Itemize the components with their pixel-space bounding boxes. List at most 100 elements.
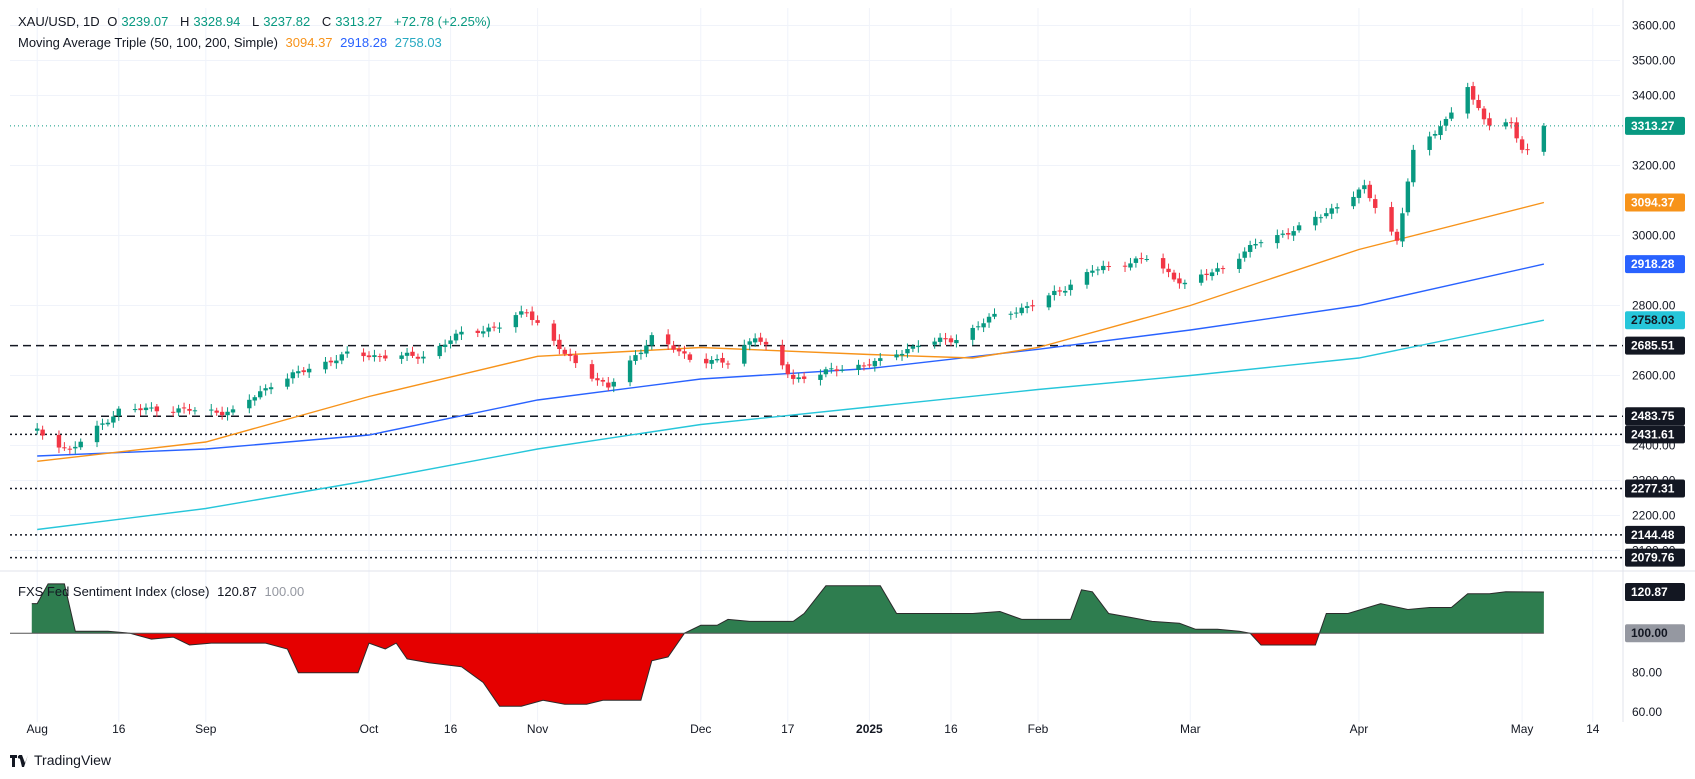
candle-body [263,388,268,391]
indicator-baseline-badge-bg [1625,624,1685,643]
candle-body [1465,87,1470,114]
candle-body [410,351,415,356]
candle-body [323,361,328,370]
candle-body [1220,268,1226,270]
candle-body [1068,284,1073,291]
candle-body [111,416,116,423]
last-price-badge-bg [1625,116,1685,135]
ma-value-badge-bg [1625,311,1685,330]
candle-body [627,360,633,383]
candle-body [1487,118,1492,126]
candle-body [56,434,62,448]
time-tick-label: Feb [1028,722,1049,736]
candle-body [943,338,948,340]
candle-body [535,320,540,323]
candle-body [524,312,529,314]
candle-body [1030,305,1035,307]
candle-body [1519,139,1525,150]
ma200-value: 2758.03 [394,35,442,50]
candle-body [78,441,83,448]
candle-body [491,326,497,328]
candle-body [372,355,377,357]
ma100-line [37,263,1545,457]
candle-body [829,368,834,370]
candle-body [383,355,388,359]
candle-body [1128,263,1133,268]
candle-body [1084,272,1090,285]
candle-body [301,370,306,373]
candle-body [1024,306,1030,308]
candle-body [268,387,274,390]
indicator-tick-label: 60.00 [1632,705,1662,719]
candle-body [1286,233,1291,235]
low-label: L [252,14,260,29]
time-tick-label: 14 [1586,722,1600,736]
candle-body [981,323,986,328]
candle-body [1324,213,1329,217]
candle-body [1182,282,1188,285]
price-tick-label: 2200.00 [1632,509,1676,523]
close-value: 3313.27 [335,14,383,29]
candle-body [1389,207,1394,232]
candle-body [328,360,334,363]
candle-body [105,422,111,425]
indicator-legend: FXS Fed Sentiment Index (close) 120.87 1… [18,584,308,599]
candle-body [366,355,372,358]
candle-body [1247,244,1253,252]
candle-body [1514,122,1519,139]
candle-body [872,360,878,367]
low-value: 3237.82 [263,14,311,29]
open-value: 3239.07 [121,14,169,29]
high-label: H [180,14,190,29]
candle-body [954,340,959,344]
candle-body [1144,259,1149,261]
candle-body [1253,243,1258,246]
candle-body [589,364,595,379]
candle-body [687,354,693,360]
candle-body [1171,272,1177,280]
candle-body [1318,217,1324,219]
candle-body [682,351,687,354]
time-tick-label: Aug [27,722,48,736]
candle-body [1476,99,1481,109]
candle-body [1503,122,1508,127]
candle-body [1258,242,1264,244]
sentiment-area-negative [129,633,1320,707]
candle-body [633,355,638,361]
candle-body [486,327,491,332]
candle-body [247,399,252,409]
candle-body [649,335,655,346]
price-level-badge: 2079.76 [1631,551,1675,565]
time-tick-label: 17 [781,722,795,736]
candle-body [1046,295,1052,308]
price-level-badge-bg [1625,525,1685,544]
candle-body [1242,251,1247,258]
candle-body [867,364,872,366]
open-label: O [107,14,118,29]
candle-body [1334,207,1340,209]
candle-body [557,339,562,350]
candle-body [676,349,682,352]
candle-body [551,323,557,341]
tradingview-logo[interactable]: TradingView [10,752,111,768]
candle-body [306,368,312,373]
candle-body [73,446,78,449]
candle-body [290,372,296,379]
candle-body [785,364,791,375]
sentiment-area-positive [31,583,1544,634]
candle-body [1449,112,1454,119]
candle-body [1329,208,1334,214]
candle-body [94,425,100,443]
candle-body [1405,181,1411,213]
candle-body [192,410,198,412]
candle-body [448,340,453,344]
candle-body [948,338,954,343]
candle-body [742,345,747,364]
price-tick-label: 3500.00 [1632,54,1676,68]
candle-body [339,354,344,361]
candle-body [219,411,225,416]
time-tick-label: May [1511,722,1534,736]
candle-body [752,338,758,343]
candle-body [1063,290,1068,293]
